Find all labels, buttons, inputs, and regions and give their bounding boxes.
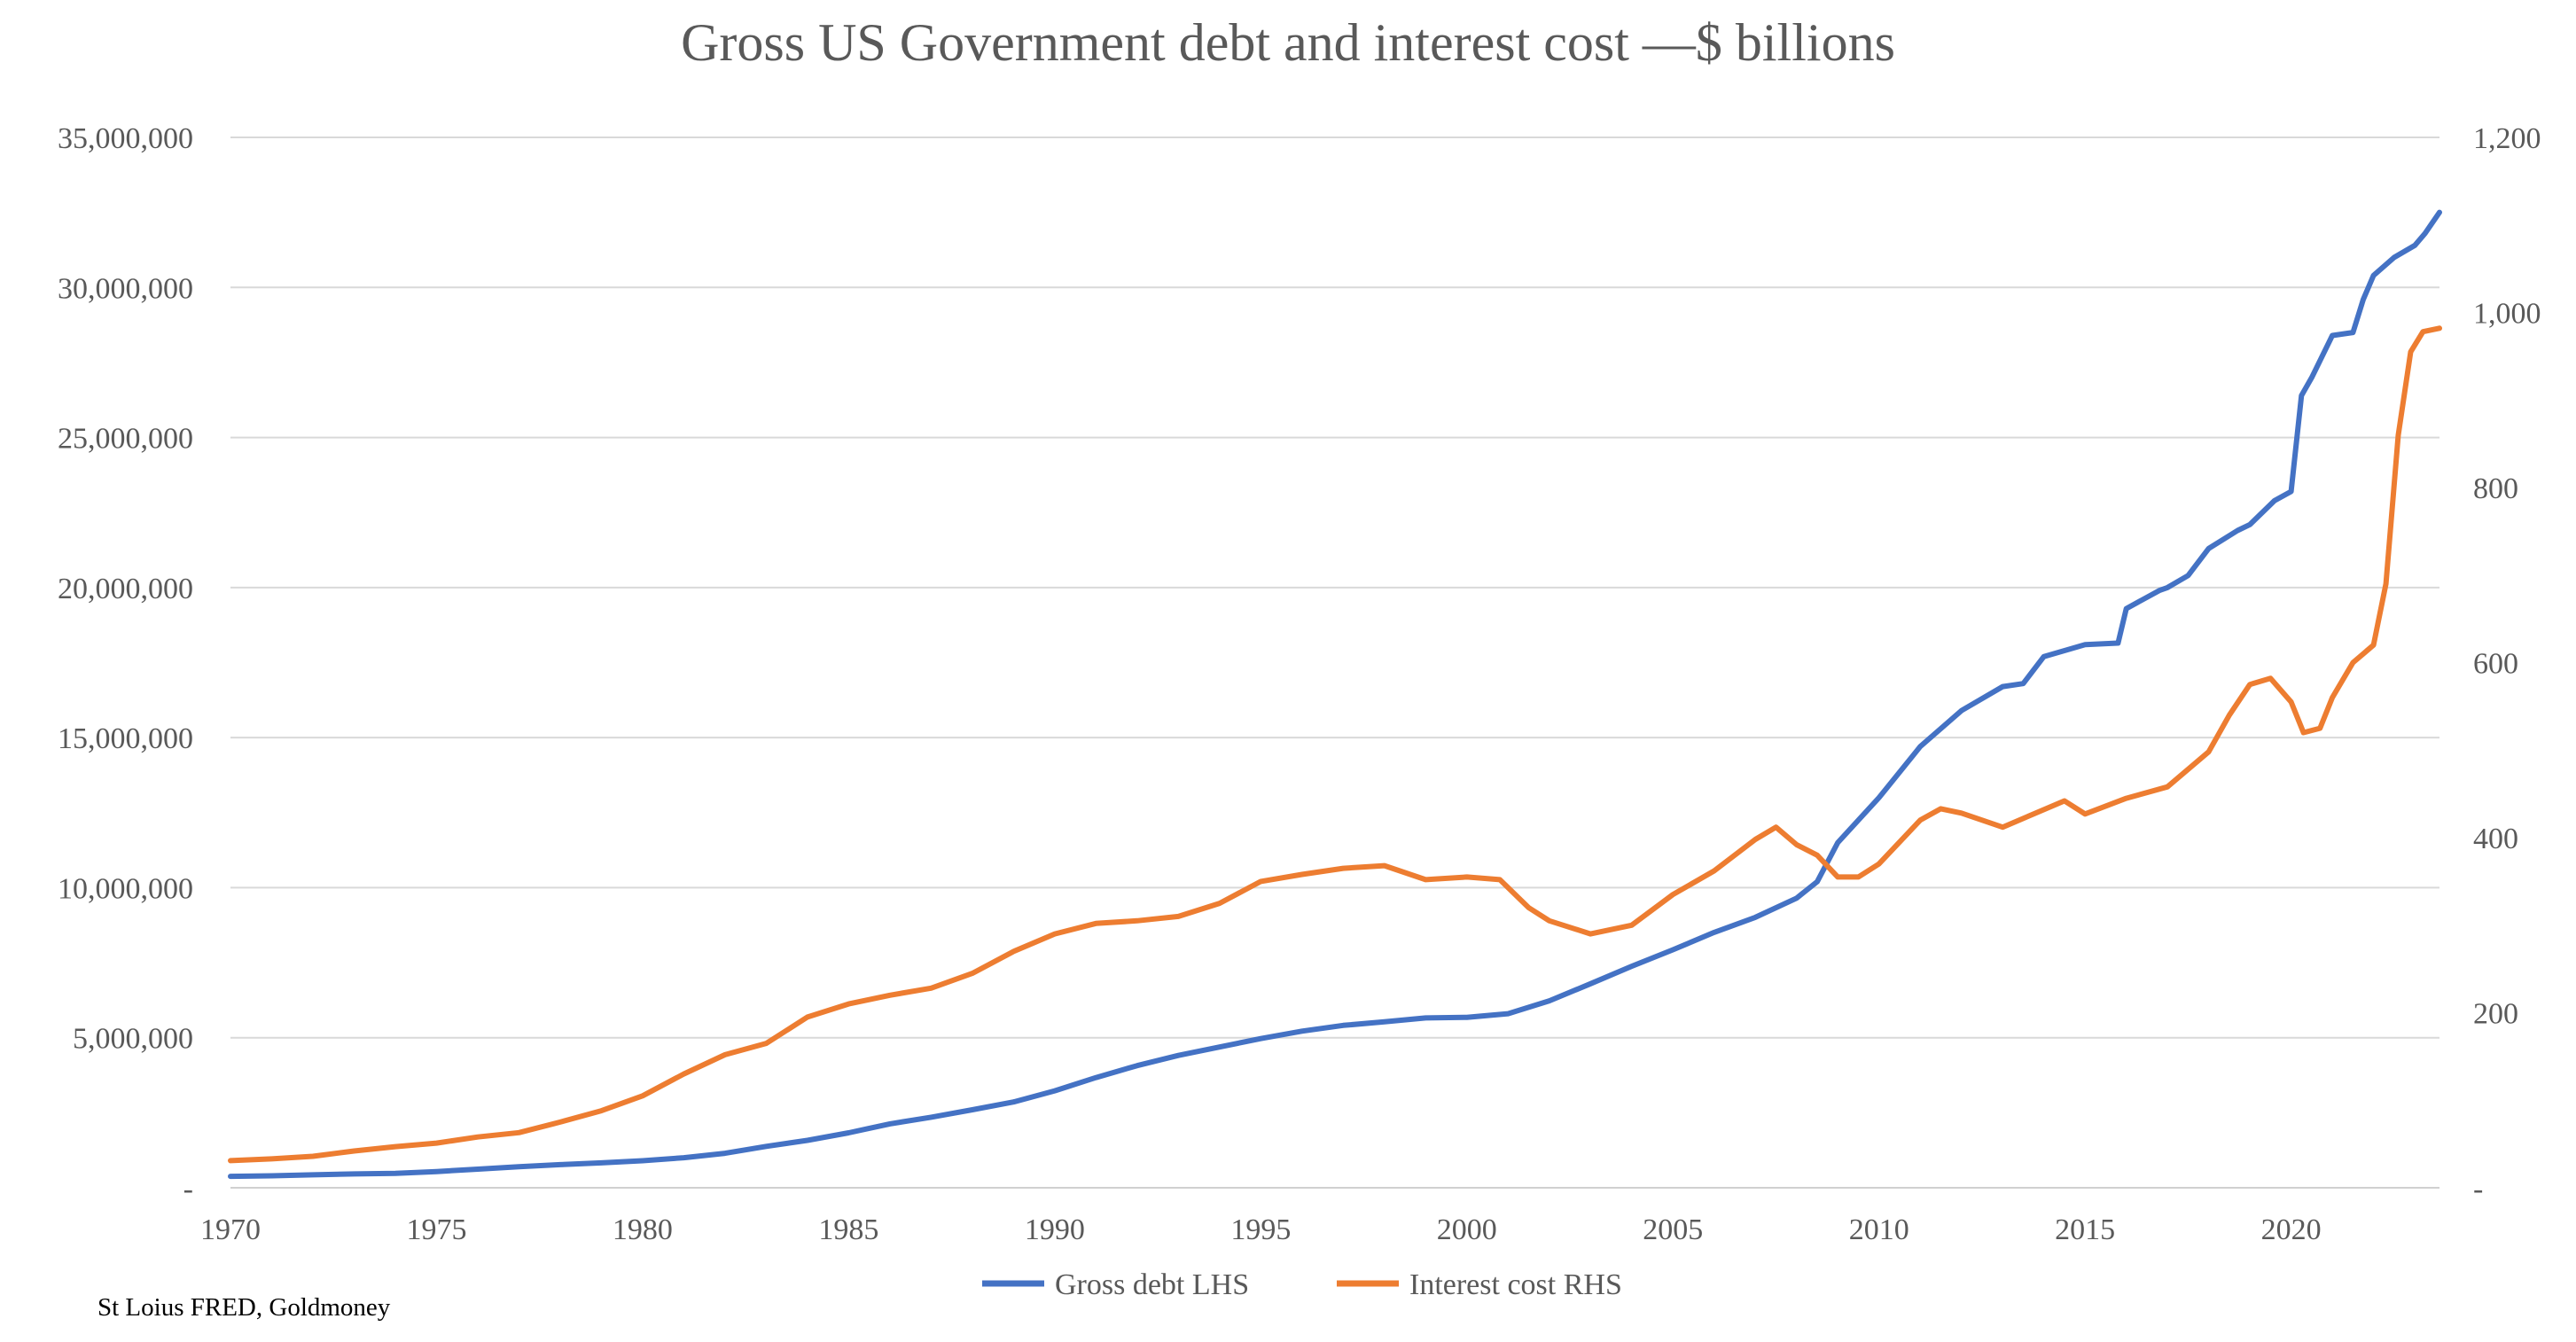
left-tick-label: 30,000,000 [58, 272, 193, 305]
chart-title: Gross US Government debt and interest co… [681, 13, 1895, 72]
x-tick-label: 1970 [200, 1213, 261, 1246]
x-tick-label: 2005 [1643, 1213, 1703, 1246]
x-tick-label: 1985 [818, 1213, 878, 1246]
legend: Gross debt LHS Interest cost RHS [982, 1268, 1622, 1301]
legend-label-gross-debt: Gross debt LHS [1055, 1268, 1249, 1301]
x-tick-label: 2000 [1437, 1213, 1497, 1246]
gridlines [230, 137, 2439, 1039]
series-lines [228, 209, 2442, 1180]
right-axis-ticks: - 200 400 600 800 1,000 1,200 [2473, 122, 2541, 1205]
legend-label-interest-cost: Interest cost RHS [1409, 1268, 1622, 1301]
x-tick-label: 1980 [613, 1213, 673, 1246]
right-tick-label: 1,200 [2473, 122, 2541, 155]
right-tick-label: 400 [2473, 823, 2518, 855]
left-tick-label: 25,000,000 [58, 423, 193, 456]
right-tick-label: 1,000 [2473, 298, 2541, 331]
series-line-gross-debt [228, 209, 2442, 1180]
x-tick-label: 2020 [2261, 1213, 2322, 1246]
x-tick-label: 2010 [1849, 1213, 1909, 1246]
left-tick-label: 10,000,000 [58, 872, 193, 905]
x-axis-ticks: 1970 1975 1980 1985 1990 1995 2000 2005 2010 2015… [200, 1213, 2322, 1246]
right-tick-label: 600 [2473, 648, 2518, 681]
x-tick-label: 1990 [1025, 1213, 1085, 1246]
left-tick-label: 5,000,000 [73, 1023, 193, 1056]
source-note: St Loius FRED, Goldmoney [98, 1293, 391, 1322]
right-tick-label: 200 [2473, 998, 2518, 1031]
x-tick-label: 1975 [406, 1213, 466, 1246]
series-line-interest-cost [228, 325, 2442, 1164]
left-tick-label: 20,000,000 [58, 573, 193, 605]
x-tick-label: 1995 [1230, 1213, 1291, 1246]
left-axis-ticks: - 5,000,000 10,000,000 15,000,000 20,000,000… [58, 122, 193, 1205]
left-tick-label: 15,000,000 [58, 722, 193, 755]
x-tick-label: 2015 [2055, 1213, 2115, 1246]
right-tick-label: - [2473, 1173, 2483, 1205]
left-tick-label: 35,000,000 [58, 122, 193, 155]
right-tick-label: 800 [2473, 472, 2518, 505]
left-tick-label: - [183, 1173, 193, 1205]
